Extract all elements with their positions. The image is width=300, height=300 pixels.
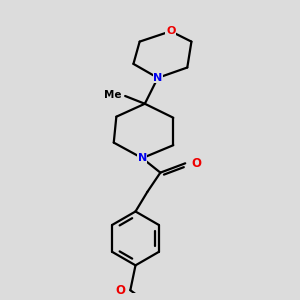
Text: O: O [115, 284, 125, 297]
Text: N: N [138, 153, 147, 163]
Text: O: O [166, 26, 175, 36]
Text: N: N [153, 73, 162, 83]
Text: O: O [191, 157, 201, 170]
Text: Me: Me [104, 90, 122, 100]
